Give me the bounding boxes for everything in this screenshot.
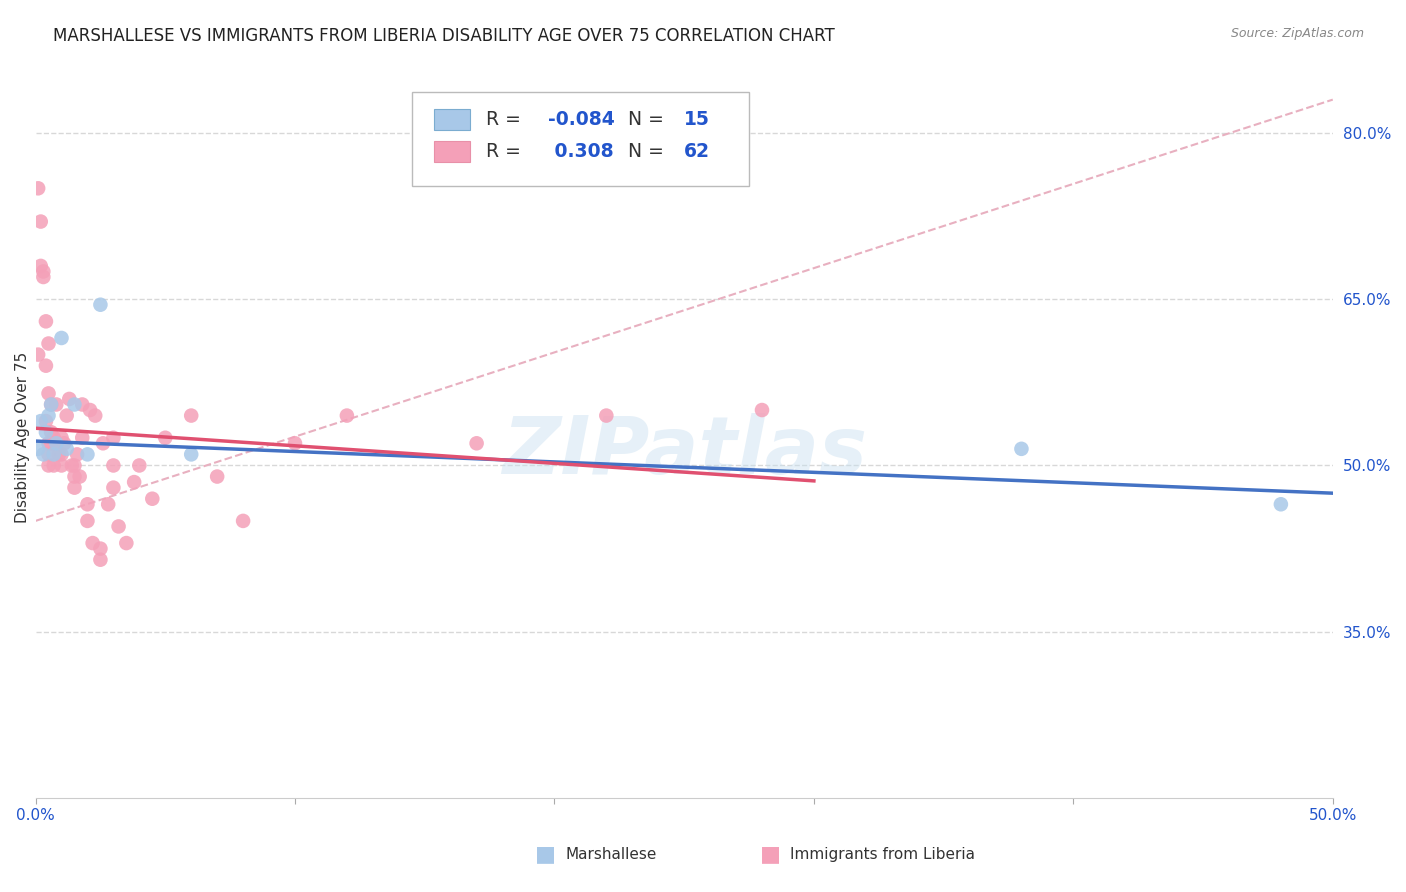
Point [107, 519, 129, 533]
Point [76, 514, 98, 528]
Point [38, 458, 60, 473]
Point [35, 425, 58, 440]
Point [751, 403, 773, 417]
Point [76, 447, 98, 461]
Text: Source: ZipAtlas.com: Source: ZipAtlas.com [1230, 27, 1364, 40]
Point [38, 386, 60, 401]
Y-axis label: Disability Age Over 75: Disability Age Over 75 [15, 352, 30, 524]
Point [27, 348, 49, 362]
Point [595, 409, 617, 423]
Text: ■: ■ [536, 845, 555, 864]
Point [53, 436, 76, 450]
Text: 62: 62 [685, 142, 710, 161]
Point [89, 298, 111, 312]
Point [39, 397, 62, 411]
Text: MARSHALLESE VS IMMIGRANTS FROM LIBERIA DISABILITY AGE OVER 75 CORRELATION CHART: MARSHALLESE VS IMMIGRANTS FROM LIBERIA D… [53, 27, 835, 45]
Text: R =: R = [485, 142, 527, 161]
Text: N =: N = [628, 110, 671, 128]
Point [103, 431, 125, 445]
Point [336, 409, 359, 423]
Point [42, 447, 65, 461]
Point [39, 397, 62, 411]
Point [55, 442, 77, 456]
Point [91, 436, 114, 450]
Point [39, 436, 62, 450]
Text: Immigrants from Liberia: Immigrants from Liberia [790, 847, 976, 862]
Point [82, 536, 104, 550]
Point [141, 491, 163, 506]
FancyBboxPatch shape [412, 92, 749, 186]
Point [103, 481, 125, 495]
Point [465, 436, 488, 450]
Point [84, 409, 107, 423]
Point [72, 431, 94, 445]
Point [58, 392, 80, 406]
Point [103, 458, 125, 473]
Point [63, 469, 86, 483]
Point [66, 447, 89, 461]
Point [89, 552, 111, 566]
Point [30, 259, 52, 273]
Point [155, 431, 177, 445]
Point [69, 469, 91, 483]
Point [38, 436, 60, 450]
Text: ■: ■ [761, 845, 780, 864]
Point [51, 431, 73, 445]
Point [284, 436, 307, 450]
Point [76, 497, 98, 511]
Point [128, 458, 150, 473]
Point [232, 514, 254, 528]
Point [97, 497, 120, 511]
Point [79, 403, 101, 417]
Point [63, 397, 86, 411]
Point [122, 475, 145, 489]
Point [51, 458, 73, 473]
Point [30, 214, 52, 228]
Point [45, 397, 67, 411]
Point [45, 436, 67, 450]
Point [51, 447, 73, 461]
Point [30, 414, 52, 428]
Point [1010, 442, 1032, 456]
Point [205, 469, 228, 483]
Text: -0.084: -0.084 [548, 110, 614, 128]
Point [39, 425, 62, 440]
Point [180, 447, 202, 461]
Point [42, 431, 65, 445]
FancyBboxPatch shape [434, 141, 470, 162]
Point [51, 331, 73, 345]
FancyBboxPatch shape [434, 109, 470, 129]
Point [63, 481, 86, 495]
Text: R =: R = [485, 110, 527, 128]
Point [55, 409, 77, 423]
Point [60, 458, 83, 473]
Point [48, 447, 70, 461]
Point [35, 414, 58, 428]
Point [38, 409, 60, 423]
Point [27, 181, 49, 195]
Point [38, 447, 60, 461]
Text: 0.308: 0.308 [548, 142, 613, 161]
Point [115, 536, 138, 550]
Point [1270, 497, 1292, 511]
Point [45, 436, 67, 450]
Point [35, 314, 58, 328]
Point [35, 359, 58, 373]
Point [32, 447, 55, 461]
Point [63, 458, 86, 473]
Point [42, 458, 65, 473]
Point [180, 409, 202, 423]
Text: Marshallese: Marshallese [565, 847, 657, 862]
Point [32, 270, 55, 285]
Point [89, 541, 111, 556]
Point [72, 397, 94, 411]
Text: N =: N = [628, 142, 671, 161]
Point [27, 442, 49, 456]
Point [32, 264, 55, 278]
Text: ZIPatlas: ZIPatlas [502, 413, 866, 491]
Point [38, 336, 60, 351]
Text: 15: 15 [685, 110, 710, 128]
